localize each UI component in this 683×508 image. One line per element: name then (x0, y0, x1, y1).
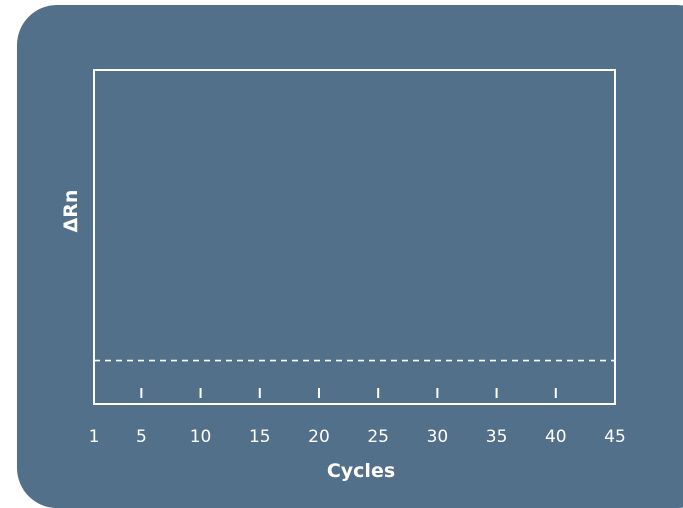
x-tick-label-5: 5 (136, 427, 147, 447)
x-tick-label-20: 20 (308, 427, 330, 447)
x-tick-marks (140, 388, 557, 398)
y-axis-title: ΔRn (60, 190, 82, 233)
x-tick-labels: 1 5 10 15 20 25 30 35 40 45 (89, 427, 626, 447)
x-tick-label-45: 45 (604, 427, 626, 447)
plot-area-frame (93, 69, 616, 405)
x-tick-label-1: 1 (89, 427, 100, 447)
x-tick-label-40: 40 (545, 427, 567, 447)
x-tick-label-30: 30 (427, 427, 449, 447)
x-axis-title: Cycles (327, 460, 395, 482)
x-tick-label-10: 10 (190, 427, 212, 447)
x-tick-label-35: 35 (486, 427, 508, 447)
x-tick-label-25: 25 (367, 427, 389, 447)
chart-panel (17, 5, 683, 508)
x-tick-label-15: 15 (249, 427, 271, 447)
